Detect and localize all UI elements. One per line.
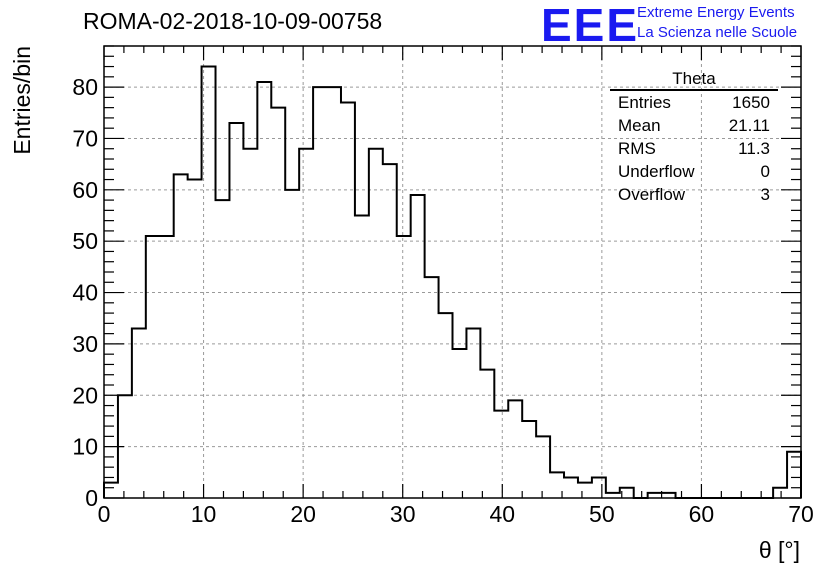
stats-box: Theta Entries 1650 Mean 21.11 RMS 11.3 U…	[610, 69, 778, 206]
y-axis-label: Entries/bin	[9, 46, 35, 155]
stats-row-entries: Entries 1650	[610, 91, 778, 114]
x-tick-labels: 0 10 20 30 40 50 60 70	[98, 501, 814, 527]
y-tick-label: 60	[72, 177, 98, 203]
y-tick-label: 0	[85, 485, 98, 511]
y-tick-label: 70	[72, 125, 98, 151]
stats-title: Theta	[610, 69, 778, 91]
y-tick-labels: 0 10 20 30 40 50 60 70 80	[72, 74, 98, 511]
logo-subtitle-line2: La Scienza nelle Scuole	[637, 24, 798, 41]
y-tick-label: 40	[72, 280, 98, 306]
stats-label: Mean	[618, 116, 661, 135]
x-tick-label: 40	[489, 501, 515, 527]
stats-label: Entries	[618, 93, 671, 112]
y-tick-label: 20	[72, 382, 98, 408]
grid-lines	[104, 46, 801, 498]
stats-row-rms: RMS 11.3	[610, 137, 778, 160]
x-tick-label: 60	[689, 501, 715, 527]
x-tick-label: 30	[390, 501, 416, 527]
stats-value: 1650	[732, 93, 770, 112]
logo-subtitle-line1: Extreme Energy Events	[637, 4, 795, 21]
x-tick-label: 10	[191, 501, 217, 527]
run-title: ROMA-02-2018-10-09-00758	[83, 8, 383, 34]
eee-logo: EEE	[541, 0, 640, 51]
y-tick-label: 30	[72, 331, 98, 357]
x-axis-label: θ [°]	[759, 537, 800, 563]
stats-label: Underflow	[618, 162, 695, 181]
stats-value: 21.11	[728, 116, 770, 135]
stats-value: 11.3	[738, 139, 770, 158]
stats-row-mean: Mean 21.11	[610, 114, 778, 137]
x-tick-label: 70	[788, 501, 814, 527]
stats-row-overflow: Overflow 3	[610, 183, 778, 206]
y-tick-label: 80	[72, 74, 98, 100]
stats-value: 0	[760, 162, 770, 181]
y-tick-label: 10	[72, 434, 98, 460]
stats-row-underflow: Underflow 0	[610, 160, 778, 183]
x-tick-label: 50	[589, 501, 615, 527]
stats-value: 3	[760, 185, 770, 204]
y-tick-label: 50	[72, 228, 98, 254]
x-tick-label: 20	[290, 501, 316, 527]
stats-label: Overflow	[618, 185, 686, 204]
stats-label: RMS	[618, 139, 656, 158]
axis-ticks	[103, 45, 802, 499]
x-tick-label: 0	[98, 501, 111, 527]
histogram-outline	[103, 65, 802, 499]
